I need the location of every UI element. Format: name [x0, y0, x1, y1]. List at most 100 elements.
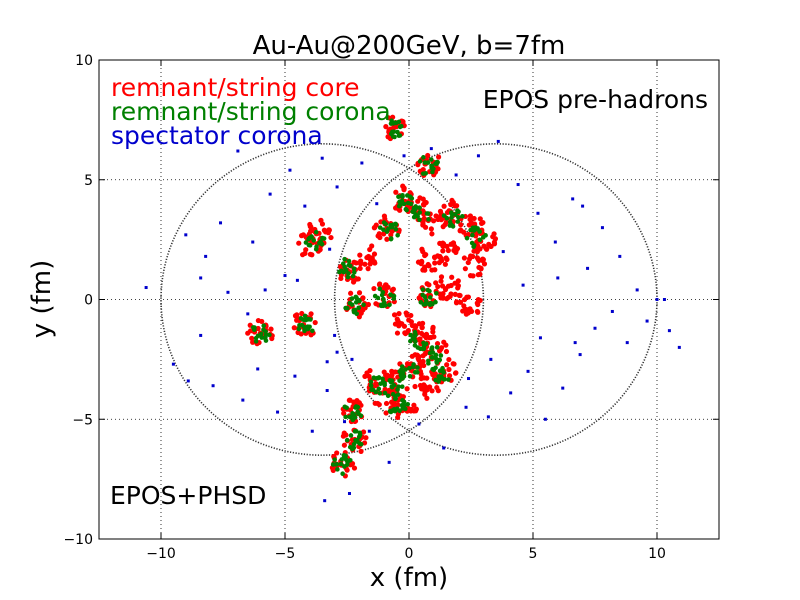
legend-entry-remnant-string-corona: remnant/string corona: [111, 97, 391, 126]
core-point: [477, 297, 483, 304]
corona-point: [420, 171, 426, 176]
corona-point: [351, 270, 357, 275]
core-point: [249, 335, 255, 341]
core-point: [396, 311, 402, 317]
core-point: [247, 328, 254, 334]
spectator-point: [467, 377, 471, 381]
core-point: [389, 228, 395, 234]
corona-point: [332, 457, 337, 462]
core-point: [454, 203, 460, 209]
corona-point: [429, 163, 435, 169]
corona-point: [420, 292, 425, 298]
core-point: [356, 290, 363, 296]
spectator-point: [256, 367, 260, 371]
corona-point: [483, 233, 488, 238]
corona-point: [388, 236, 394, 242]
x-tick-label: −10: [146, 546, 176, 562]
corona-point: [340, 471, 345, 477]
corona-point: [253, 339, 259, 344]
corona-point: [356, 305, 362, 311]
spectator-point: [325, 360, 329, 364]
core-point: [444, 296, 450, 302]
corona-point: [429, 345, 435, 350]
corona-point: [303, 240, 309, 245]
core-point: [421, 200, 428, 207]
corona-point: [335, 467, 340, 472]
corona-point: [361, 302, 366, 308]
spectator-point: [310, 429, 314, 433]
corona-point: [376, 386, 382, 392]
corona-point: [377, 390, 383, 396]
core-point: [390, 286, 396, 292]
corona-point: [339, 457, 345, 462]
core-point: [438, 274, 445, 280]
core-point: [404, 329, 411, 335]
corona-point: [420, 287, 426, 292]
core-point: [461, 307, 467, 313]
corona-point: [297, 322, 302, 328]
core-point: [341, 410, 347, 416]
core-point: [411, 402, 417, 408]
corona-point: [399, 375, 405, 380]
corona-point: [343, 414, 348, 420]
corona-point: [351, 412, 357, 418]
corona-point: [393, 396, 399, 401]
spectator-point: [402, 154, 406, 158]
spectator-point: [144, 286, 148, 290]
spectator-point: [295, 278, 299, 282]
spectator-point: [509, 391, 513, 395]
core-point: [411, 408, 417, 414]
y-tick-label: −5: [72, 412, 93, 428]
core-point: [360, 295, 366, 301]
core-point: [364, 254, 370, 261]
core-point: [357, 265, 363, 272]
core-point: [393, 205, 399, 211]
core-point: [383, 400, 390, 407]
corona-point: [345, 274, 351, 280]
spectator-point: [211, 384, 215, 388]
corona-point: [344, 437, 350, 443]
core-point: [443, 255, 449, 261]
spectator-point: [489, 357, 493, 361]
corona-point: [350, 273, 356, 279]
spectator-point: [581, 204, 585, 208]
core-point: [425, 261, 431, 268]
corona-point: [434, 345, 440, 350]
corona-point: [471, 244, 476, 250]
axis-ticks: −10 −5 0 5 10 −10 −5 0 5 10: [63, 53, 719, 562]
corona-point: [351, 266, 357, 271]
core-point: [426, 335, 433, 341]
corona-point: [399, 384, 405, 389]
spectator-point: [625, 341, 629, 345]
corona-point: [434, 290, 439, 296]
core-point: [328, 234, 334, 241]
corona-point: [449, 222, 454, 228]
spectator-point: [618, 254, 622, 258]
core-point: [442, 261, 448, 267]
core-point: [424, 375, 430, 381]
corona-point: [337, 269, 343, 274]
corona-point: [427, 350, 433, 356]
corona-point: [258, 331, 264, 337]
core-point: [415, 198, 421, 204]
core-point: [419, 324, 425, 331]
y-tick-label: −10: [63, 532, 93, 548]
corona-point: [411, 214, 417, 220]
core-point: [358, 448, 364, 454]
core-point: [298, 331, 304, 337]
core-point: [318, 217, 324, 223]
core-point: [475, 301, 481, 308]
core-point: [446, 356, 452, 363]
grid: [99, 60, 719, 539]
corona-point: [251, 327, 257, 333]
corona-point: [386, 226, 391, 232]
core-point: [451, 247, 457, 254]
core-point: [422, 388, 428, 394]
corona-point: [403, 367, 408, 372]
core-point: [440, 224, 446, 230]
legend-entry-spectator-corona: spectator corona: [111, 121, 323, 150]
corona-point: [395, 232, 400, 238]
corona-point: [437, 368, 443, 374]
corona-point: [395, 129, 400, 135]
core-point: [371, 285, 377, 292]
